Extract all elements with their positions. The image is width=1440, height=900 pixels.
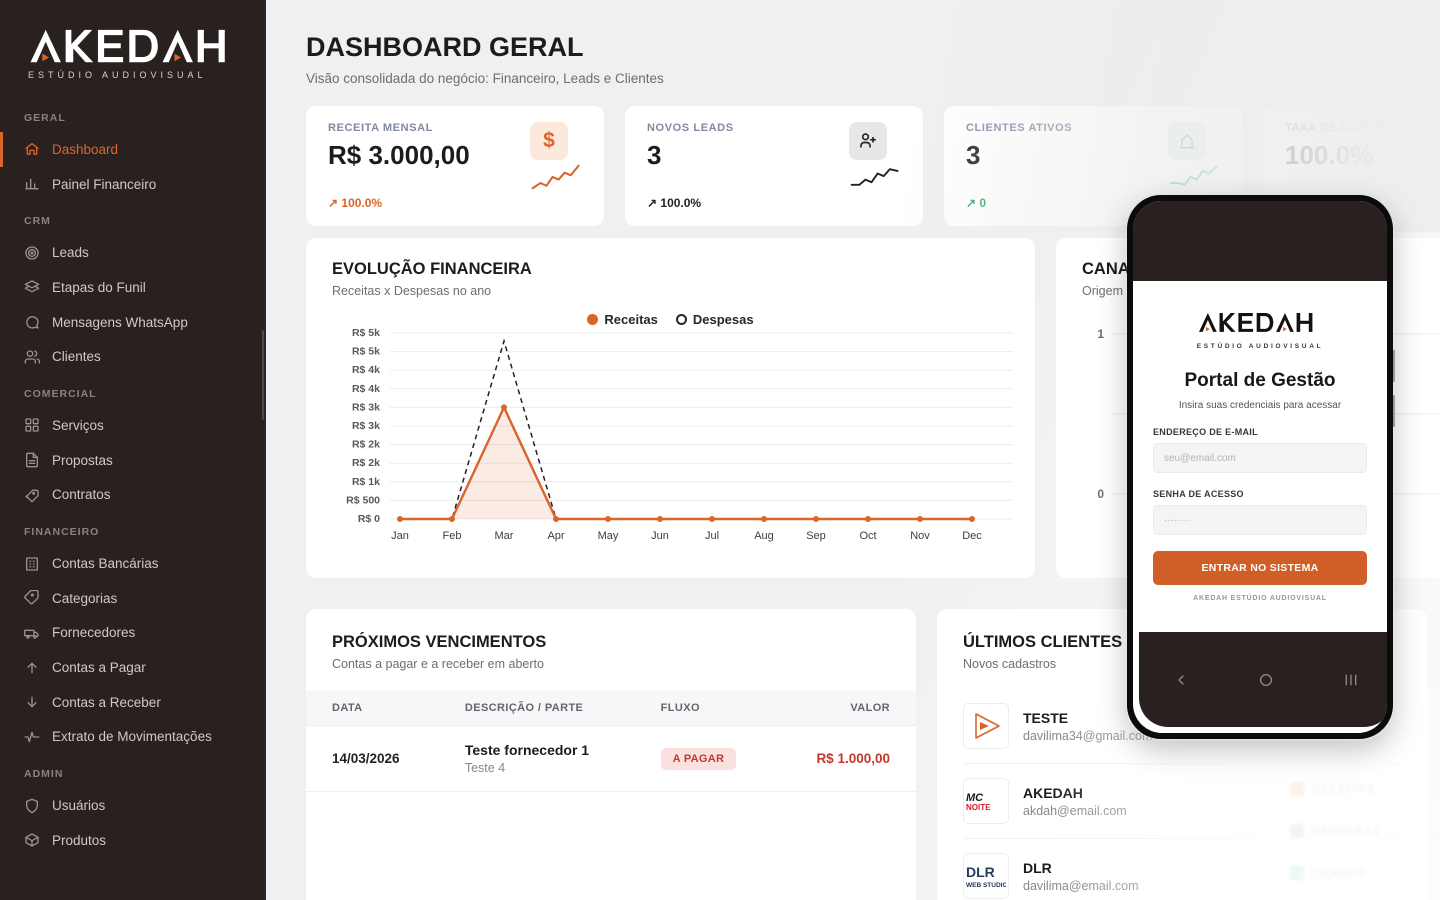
svg-text:Jul: Jul <box>705 530 719 542</box>
svg-text:R$ 3k: R$ 3k <box>352 401 380 413</box>
svg-text:R$ 2k: R$ 2k <box>352 457 380 469</box>
svg-text:WEB STUDIO: WEB STUDIO <box>966 882 1006 889</box>
svg-text:R$ 4k: R$ 4k <box>352 383 380 395</box>
svg-text:R$ 2k: R$ 2k <box>352 439 380 451</box>
svg-text:Mar: Mar <box>495 530 514 542</box>
svg-text:Dec: Dec <box>962 530 982 542</box>
svg-text:R$ 1k: R$ 1k <box>352 476 380 488</box>
svg-text:R$ 0: R$ 0 <box>358 513 380 525</box>
svg-text:Aug: Aug <box>754 530 774 542</box>
svg-text:May: May <box>598 530 619 542</box>
svg-text:Apr: Apr <box>547 530 564 542</box>
svg-text:DLR: DLR <box>966 864 995 880</box>
svg-text:Jun: Jun <box>651 530 669 542</box>
svg-text:NOITE: NOITE <box>966 803 991 811</box>
svg-text:R$ 500: R$ 500 <box>346 494 380 506</box>
svg-text:R$ 5k: R$ 5k <box>352 346 380 358</box>
svg-text:1: 1 <box>1097 327 1104 341</box>
svg-text:Oct: Oct <box>859 530 876 542</box>
svg-text:0: 0 <box>1097 487 1104 501</box>
svg-text:R$ 3k: R$ 3k <box>352 420 380 432</box>
svg-text:Feb: Feb <box>443 530 462 542</box>
svg-text:Jan: Jan <box>391 530 409 542</box>
svg-text:Sep: Sep <box>806 530 826 542</box>
svg-text:Nov: Nov <box>910 530 930 542</box>
svg-text:R$ 4k: R$ 4k <box>352 364 380 376</box>
svg-text:R$ 5k: R$ 5k <box>352 327 380 339</box>
